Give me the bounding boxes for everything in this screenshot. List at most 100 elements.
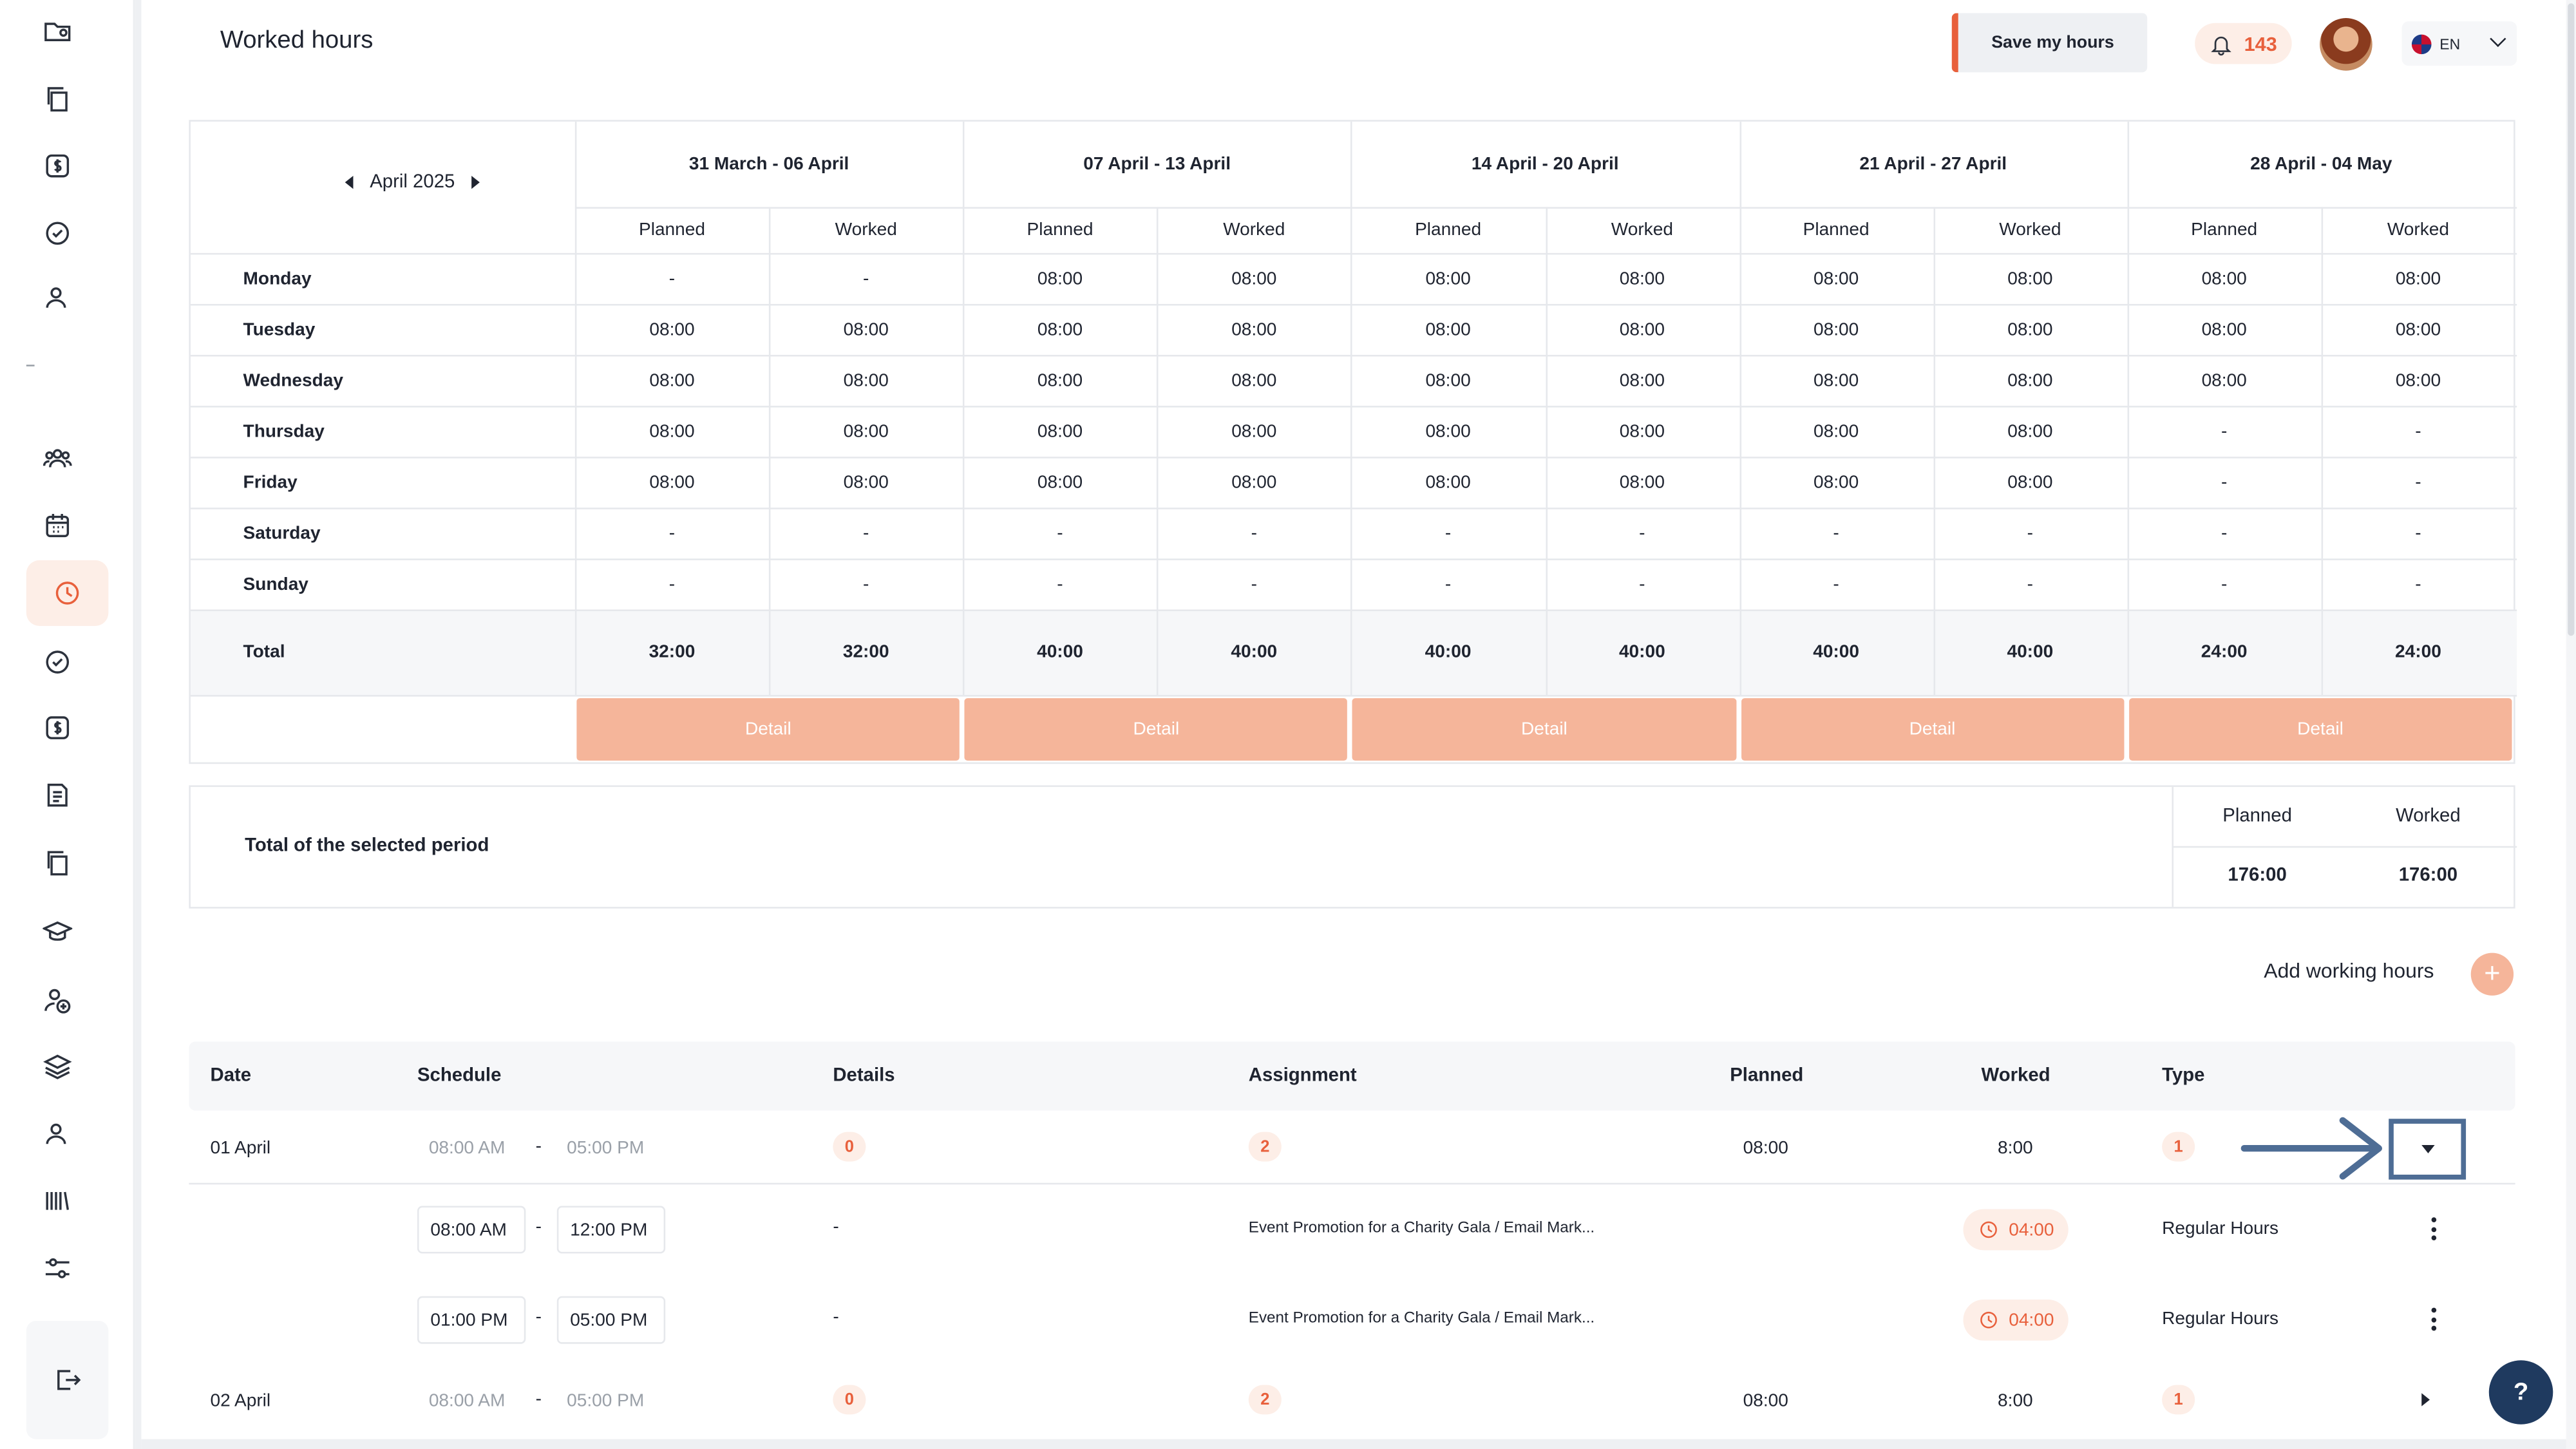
hours-cell: - (1639, 523, 1645, 544)
help-button[interactable]: ? (2488, 1360, 2553, 1425)
hours-cell: 08:00 (1037, 370, 1083, 390)
divider (1545, 207, 1547, 696)
hours-cell: 08:00 (1037, 319, 1083, 339)
calendar-icon[interactable] (28, 496, 87, 555)
hours-cell: 08:00 (2395, 319, 2441, 339)
layers-icon[interactable] (28, 1037, 87, 1096)
expand-row-icon[interactable] (2421, 1393, 2430, 1406)
sidebar-divider (26, 365, 35, 366)
schedule-start: 08:00 AM (428, 1137, 506, 1158)
horizontal-scrollbar[interactable] (141, 1439, 2566, 1449)
assignment-count: 2 (1248, 1385, 1282, 1415)
users-icon[interactable] (28, 429, 87, 488)
avatar[interactable] (2320, 18, 2372, 71)
dollar-icon[interactable] (28, 698, 87, 757)
entry-details: - (833, 1217, 839, 1237)
entry-assignment: Event Promotion for a Charity Gala / Ema… (1248, 1218, 1595, 1237)
language-selector[interactable]: EN (2401, 21, 2517, 66)
divider (2321, 207, 2323, 696)
worked-subheader: Worked (835, 220, 897, 240)
divider (574, 121, 577, 696)
col-worked: Worked (1981, 1066, 2050, 1086)
next-month-icon[interactable] (471, 175, 480, 189)
hours-cell: 08:00 (1619, 472, 1665, 493)
more-options-icon[interactable] (2430, 1307, 2436, 1331)
hours-cell: - (863, 523, 869, 544)
add-working-hours-label: Add working hours (2264, 959, 2434, 983)
entry-type: Regular Hours (2162, 1218, 2279, 1239)
hours-cell: - (2415, 523, 2421, 544)
day-row[interactable]: 01 April 08:00 AM - 05:00 PM 0 2 08:00 8… (189, 1110, 2515, 1184)
detail-button[interactable]: Detail (964, 698, 1348, 761)
check-circle-icon[interactable] (28, 204, 87, 263)
save-hours-button[interactable]: Save my hours (1951, 13, 2148, 73)
entry-end-input[interactable]: 05:00 PM (556, 1296, 666, 1344)
detail-button[interactable]: Detail (576, 698, 960, 761)
check-circle-icon[interactable] (28, 632, 87, 692)
entry-type: Regular Hours (2162, 1309, 2279, 1329)
hours-cell: 08:00 (843, 319, 889, 339)
entry-start-input[interactable]: 08:00 AM (417, 1206, 526, 1254)
logout-icon[interactable] (38, 1350, 97, 1410)
hours-cell: 08:00 (843, 421, 889, 441)
hours-cell: 08:00 (1814, 319, 1859, 339)
period-worked-header: Worked (2396, 806, 2461, 827)
hours-cell: 08:00 (843, 370, 889, 390)
day-row[interactable]: 02 April 08:00 AM - 05:00 PM 0 2 08:00 8… (189, 1367, 2515, 1435)
divider (190, 406, 2517, 408)
folder-user-icon[interactable] (28, 2, 87, 61)
bell-icon (2211, 35, 2231, 55)
user-add-icon[interactable] (28, 971, 87, 1030)
hours-cell: 08:00 (1037, 472, 1083, 493)
sliders-icon[interactable] (28, 1238, 87, 1298)
user-icon[interactable] (28, 1104, 87, 1163)
copy-icon[interactable] (28, 69, 87, 128)
worked-subheader: Worked (2387, 220, 2450, 240)
user-icon[interactable] (28, 268, 87, 327)
type-count: 1 (2162, 1385, 2195, 1415)
planned-subheader: Planned (638, 220, 705, 240)
divider (769, 207, 771, 696)
divider (190, 303, 2517, 306)
hours-cell: - (1444, 574, 1452, 594)
week-header: 21 April - 27 April (1859, 154, 2007, 175)
graduation-cap-icon[interactable] (28, 902, 87, 961)
detail-button[interactable]: Detail (2128, 698, 2512, 761)
hours-cell: - (2415, 421, 2421, 441)
previous-month-icon[interactable] (345, 175, 354, 189)
hours-cell: 08:00 (1619, 319, 1665, 339)
hours-cell: - (2221, 574, 2228, 594)
divider (190, 609, 2517, 611)
total-cell: 40:00 (1425, 642, 1472, 663)
hours-cell: 08:00 (2007, 269, 2053, 289)
clock-icon[interactable] (26, 560, 109, 626)
entry-row: 08:00 AM - 12:00 PM - Event Promotion fo… (189, 1184, 2515, 1274)
scrollbar-thumb[interactable] (2568, 3, 2575, 636)
hours-cell: 08:00 (2007, 370, 2053, 390)
worked-subheader: Worked (1223, 220, 1285, 240)
day-name: Friday (243, 472, 298, 493)
hours-cell: 08:00 (1231, 370, 1277, 390)
notifications-badge[interactable]: 143 (2195, 23, 2292, 64)
more-options-icon[interactable] (2430, 1217, 2436, 1241)
plus-icon: + (2484, 958, 2501, 989)
day-name: Sunday (243, 574, 308, 594)
barcode-icon[interactable] (28, 1171, 87, 1231)
entry-row: 01:00 PM - 05:00 PM - Event Promotion fo… (189, 1275, 2515, 1365)
entry-end-input[interactable]: 12:00 PM (556, 1206, 666, 1254)
dollar-icon[interactable] (28, 137, 87, 196)
worked-subheader: Worked (1999, 220, 2061, 240)
day-name: Monday (243, 269, 312, 289)
add-working-hours-button[interactable]: + (2470, 952, 2514, 996)
period-worked-value: 176:00 (2398, 866, 2458, 886)
total-cell: 40:00 (2007, 642, 2054, 663)
week-header: 28 April - 04 May (2250, 154, 2392, 175)
detail-button[interactable]: Detail (1352, 698, 1736, 761)
copy-icon[interactable] (28, 833, 87, 892)
hours-cell: - (863, 269, 869, 289)
detail-button[interactable]: Detail (1741, 698, 2124, 761)
document-icon[interactable] (28, 766, 87, 825)
month-label: April 2025 (370, 172, 455, 193)
collapse-row-button[interactable] (2389, 1119, 2467, 1180)
entry-start-input[interactable]: 01:00 PM (417, 1296, 526, 1344)
